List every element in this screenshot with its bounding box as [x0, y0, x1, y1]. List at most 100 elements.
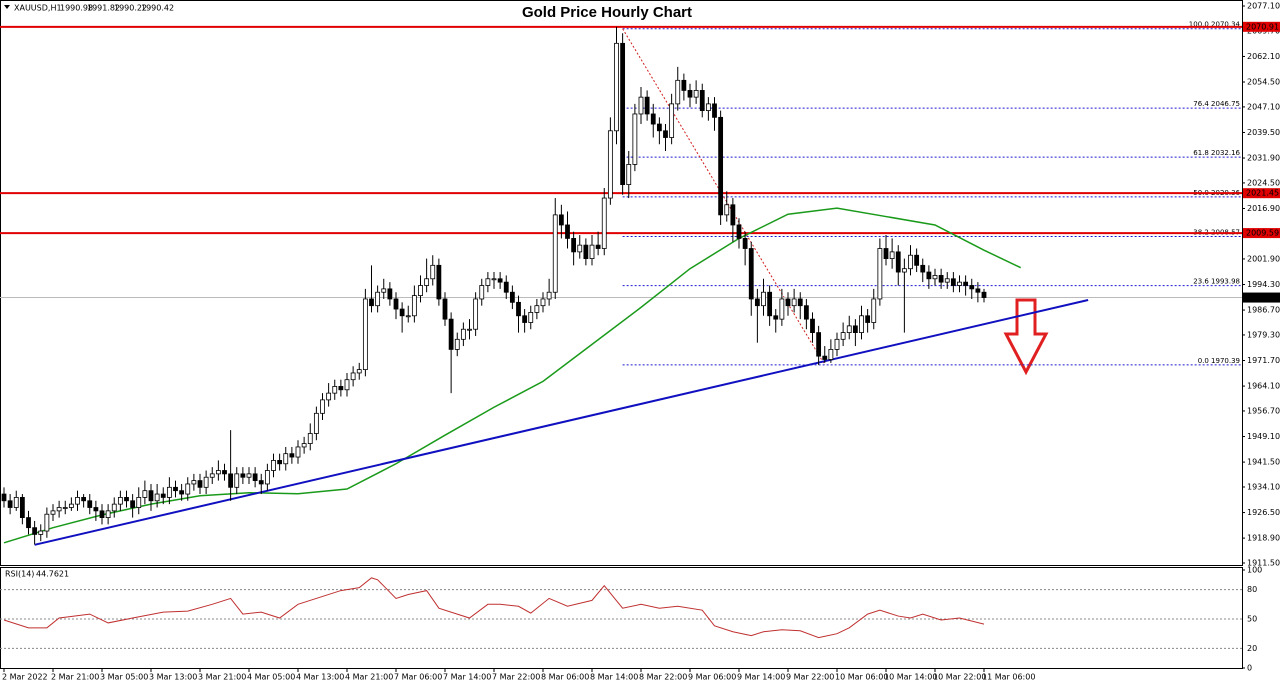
candle-body	[209, 473, 215, 478]
moving-average	[3, 207, 1022, 544]
candle-body	[289, 453, 295, 458]
x-tick-label: 7 Mar 14:00	[443, 673, 491, 682]
candle-body	[767, 291, 773, 317]
y-tick-label: 1949.10	[1247, 432, 1280, 441]
candle-body	[215, 470, 221, 475]
x-tick-label: 9 Mar 14:00	[737, 673, 785, 682]
candle-body	[516, 301, 521, 317]
candle-body	[332, 386, 338, 394]
candle-body	[950, 278, 956, 286]
candle-body	[75, 497, 80, 505]
candle-body	[785, 298, 791, 307]
candle-body	[822, 355, 828, 360]
candle-body	[712, 103, 717, 118]
x-tick-label: 3 Mar 13:00	[149, 673, 197, 682]
candle-body	[552, 214, 558, 293]
y-tick-label: 2047.10	[1247, 102, 1280, 111]
x-tick-label: 9 Mar 22:00	[786, 673, 834, 682]
candle-body	[356, 369, 362, 374]
down-arrow	[1003, 298, 1049, 376]
fib-label: 23.6 1993.98	[1193, 278, 1240, 286]
candle-body	[234, 473, 240, 488]
candle-body	[957, 281, 962, 286]
candle-body	[130, 500, 136, 508]
candle-body	[191, 480, 197, 485]
symbol: XAUUSD,H1	[14, 4, 62, 13]
candle-body	[32, 527, 38, 535]
candle-body	[791, 298, 797, 307]
candle-body	[742, 238, 748, 249]
candle-body	[693, 90, 699, 98]
candle-body	[656, 123, 662, 132]
candle-body	[7, 500, 13, 508]
candle-body	[626, 164, 632, 186]
price-tag-label: 2070.91	[1246, 22, 1279, 31]
rsi-tick-label: 80	[1247, 585, 1257, 594]
candle-body	[944, 278, 950, 283]
candle-body	[136, 497, 142, 508]
rsi-tick-label: 50	[1247, 615, 1257, 624]
price-tag	[1243, 292, 1280, 303]
candle-body	[81, 497, 87, 502]
candle-body	[460, 328, 466, 340]
candle-body	[13, 497, 19, 508]
candle-body	[920, 264, 926, 273]
x-tick-label: 7 Mar 06:00	[394, 673, 442, 682]
candle-body	[399, 308, 405, 317]
candle-body	[473, 298, 479, 330]
candle-body	[381, 288, 387, 293]
candle-body	[687, 90, 693, 98]
candle-body	[160, 493, 166, 498]
candle-body	[601, 197, 607, 249]
candle-body	[644, 96, 650, 115]
candle-body	[436, 264, 442, 300]
candle-body	[834, 338, 840, 350]
candle-body	[534, 305, 540, 313]
candle-body	[540, 298, 546, 307]
price-tag	[1243, 188, 1280, 199]
candle-body	[718, 116, 724, 216]
candle-body	[522, 315, 528, 323]
y-tick-label: 2062.10	[1247, 52, 1280, 61]
candle-body	[271, 460, 276, 471]
candle-body	[748, 248, 754, 300]
candle-body	[93, 507, 99, 512]
y-tick-label: 2001.90	[1247, 254, 1280, 263]
candle-body	[577, 244, 583, 253]
y-tick-label: 2077.10	[1247, 2, 1280, 11]
candle-body	[44, 513, 50, 532]
candle-body	[705, 103, 711, 112]
candle-body	[56, 507, 62, 512]
candle-body	[503, 281, 509, 293]
y-tick-label: 1918.90	[1247, 534, 1280, 543]
candle-body	[430, 264, 436, 280]
candle-body	[240, 473, 246, 478]
candle-body	[650, 113, 656, 125]
y-tick-label: 1986.70	[1247, 306, 1280, 315]
candle-body	[663, 130, 668, 138]
price-tag	[1243, 21, 1280, 32]
x-tick-label: 10 Mar 06:00	[835, 673, 888, 682]
candle-body	[803, 305, 809, 320]
candle-body	[620, 42, 626, 186]
x-tick-label: 3 Mar 05:00	[100, 673, 148, 682]
candle-body	[362, 298, 368, 370]
candle-body	[307, 433, 313, 444]
y-tick-label: 1971.70	[1247, 356, 1280, 365]
candle-body	[228, 473, 234, 488]
fib-label: 0.0 1970.39	[1198, 357, 1240, 365]
price-tag-label: 1990.42	[1246, 293, 1279, 302]
x-tick-label: 3 Mar 21:00	[198, 673, 246, 682]
x-tick-label: 7 Mar 22:00	[492, 673, 540, 682]
x-tick-label: 8 Mar 06:00	[541, 673, 589, 682]
candle-body	[19, 497, 25, 518]
candle-body	[62, 507, 68, 509]
y-tick-label: 1956.70	[1247, 406, 1280, 415]
candle-body	[148, 490, 154, 502]
candle-body	[938, 275, 944, 283]
candle-body	[773, 315, 779, 320]
y-tick-label: 2024.50	[1247, 178, 1280, 187]
x-tick-label: 8 Mar 22:00	[639, 673, 687, 682]
candle-body	[859, 315, 864, 333]
header-value: 1991.82	[87, 4, 120, 13]
